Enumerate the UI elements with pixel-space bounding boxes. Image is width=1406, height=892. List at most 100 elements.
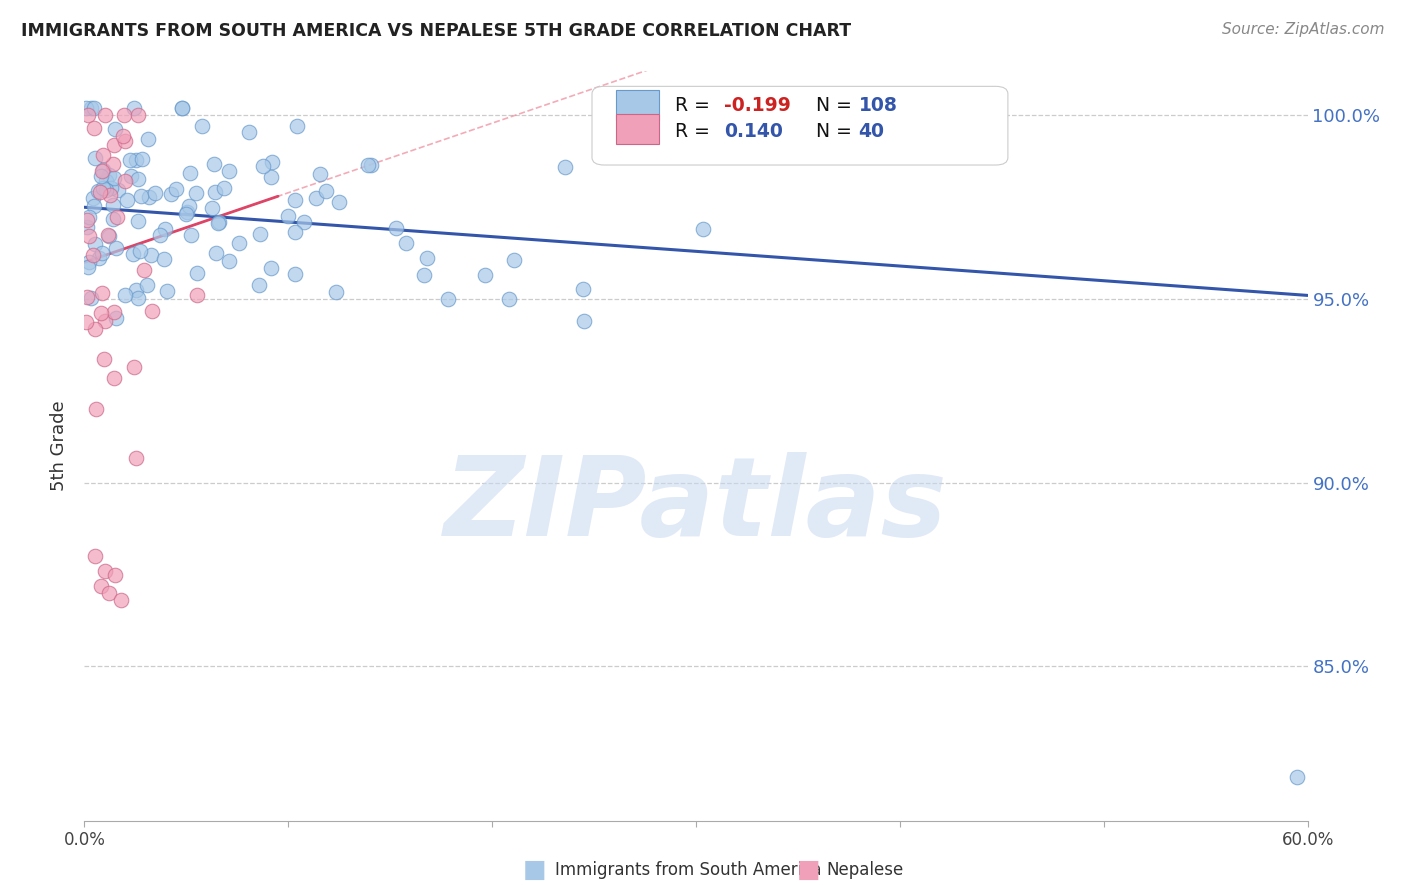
Point <box>184 186 207 201</box>
Point <box>76 219 98 234</box>
Text: N =: N = <box>815 95 858 114</box>
Point <box>115 194 138 208</box>
Point <box>176 204 198 219</box>
Point <box>129 189 152 203</box>
Point <box>98 187 121 202</box>
Point <box>437 292 460 306</box>
Point <box>84 322 107 336</box>
Text: IMMIGRANTS FROM SOUTH AMERICA VS NEPALESE 5TH GRADE CORRELATION CHART: IMMIGRANTS FROM SOUTH AMERICA VS NEPALES… <box>21 22 851 40</box>
Point <box>114 174 136 188</box>
Point <box>474 268 496 282</box>
Point <box>91 163 114 178</box>
Point <box>105 311 128 326</box>
Point <box>103 304 125 318</box>
Point <box>97 586 120 600</box>
Point <box>416 252 439 266</box>
Point <box>186 266 208 280</box>
Point <box>141 248 163 262</box>
Point <box>131 152 153 166</box>
Point <box>260 169 283 184</box>
FancyBboxPatch shape <box>592 87 1008 165</box>
Text: ZIPatlas: ZIPatlas <box>444 452 948 559</box>
Point <box>325 285 347 300</box>
Point <box>170 101 193 115</box>
Point <box>103 170 125 185</box>
Point <box>204 246 226 260</box>
Point <box>179 166 201 180</box>
Point <box>149 227 172 242</box>
Point <box>384 220 406 235</box>
Point <box>103 157 125 171</box>
Point <box>107 183 129 197</box>
FancyBboxPatch shape <box>616 114 659 144</box>
Point <box>97 168 120 182</box>
Point <box>304 191 326 205</box>
Point <box>122 247 145 261</box>
Point <box>122 360 145 375</box>
Point <box>136 132 159 146</box>
Point <box>360 158 382 172</box>
Text: 0.140: 0.140 <box>724 122 783 141</box>
Point <box>277 209 299 223</box>
Point <box>127 291 149 305</box>
Point <box>153 222 176 236</box>
Point <box>143 186 166 200</box>
Point <box>90 578 112 592</box>
Point <box>84 402 107 417</box>
Point <box>104 567 127 582</box>
Point <box>204 186 226 200</box>
Point <box>103 212 125 227</box>
Point <box>77 229 100 244</box>
Point <box>249 277 271 292</box>
Point <box>208 214 231 228</box>
Point <box>160 186 183 201</box>
Point <box>94 108 117 122</box>
Point <box>103 370 125 384</box>
Point <box>284 193 307 207</box>
Point <box>82 248 104 262</box>
Point <box>77 210 100 224</box>
Point <box>252 159 274 173</box>
Point <box>77 260 100 274</box>
Point <box>572 282 595 296</box>
Point <box>218 253 240 268</box>
Point <box>238 124 260 138</box>
Point <box>83 101 105 115</box>
Point <box>93 148 115 162</box>
Point <box>285 119 308 133</box>
Text: Nepalese: Nepalese <box>827 861 904 879</box>
Point <box>104 121 127 136</box>
Point <box>97 229 120 244</box>
Text: ■: ■ <box>523 858 546 881</box>
Point <box>179 199 201 213</box>
Text: N =: N = <box>815 122 858 141</box>
Point <box>90 306 112 320</box>
Point <box>692 222 714 236</box>
Point <box>112 108 135 122</box>
FancyBboxPatch shape <box>616 90 659 120</box>
Point <box>89 186 111 200</box>
Point <box>138 190 160 204</box>
Point <box>76 212 98 227</box>
Point <box>292 215 315 229</box>
Point <box>83 549 105 564</box>
Point <box>100 180 122 194</box>
Point <box>309 167 332 181</box>
Point <box>83 199 105 213</box>
Point <box>94 174 117 188</box>
Point <box>110 593 132 607</box>
Point <box>82 191 104 205</box>
Point <box>94 314 117 328</box>
Point <box>141 303 163 318</box>
Point <box>284 226 307 240</box>
Point <box>94 183 117 197</box>
Point <box>120 169 142 183</box>
Point <box>191 119 214 133</box>
Point <box>127 108 149 122</box>
Text: 40: 40 <box>859 122 884 141</box>
Point <box>260 260 283 275</box>
Point <box>76 290 98 304</box>
Point <box>165 182 187 196</box>
Point <box>77 108 100 122</box>
Text: 108: 108 <box>859 95 897 114</box>
